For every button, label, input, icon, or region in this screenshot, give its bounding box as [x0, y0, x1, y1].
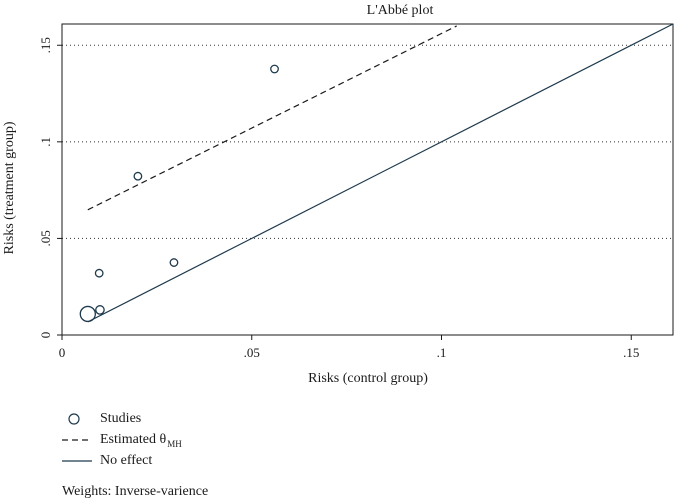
study-point	[169, 258, 179, 267]
legend: Studies Estimated θMH No effect	[62, 408, 182, 471]
legend-label-estimated-text: Estimated θ	[100, 431, 167, 447]
hollow-circle-icon	[68, 412, 80, 425]
y-tick-label: .1	[38, 137, 53, 147]
gridlines	[62, 44, 673, 239]
estimated-effect-line	[87, 25, 457, 211]
study-point	[79, 305, 96, 323]
legend-label-no-effect: No effect	[100, 452, 153, 468]
study-point	[133, 171, 143, 181]
legend-label-studies: Studies	[100, 410, 142, 426]
x-tick-label: .15	[623, 345, 639, 360]
y-tick-label: .05	[38, 230, 53, 246]
axes: 0 .05 .1 .15 0 .05 .1 .15	[38, 23, 674, 360]
y-axis-label: Risks (treatment group)	[2, 121, 17, 254]
legend-item-no-effect: No effect	[62, 450, 182, 471]
weights-note: Weights: Inverse-varience	[62, 484, 209, 499]
study-point	[95, 305, 105, 315]
y-tick-label: 0	[38, 332, 53, 339]
solid-line-icon	[62, 459, 92, 462]
legend-item-studies: Studies	[62, 408, 182, 429]
x-tick-label: 0	[59, 345, 66, 360]
x-tick-label: .05	[244, 345, 260, 360]
legend-label-estimated: Estimated θMH	[100, 431, 182, 449]
y-tick-label: .15	[38, 37, 53, 53]
lines	[87, 23, 674, 323]
plot-frame	[61, 23, 674, 336]
study-points	[79, 64, 279, 323]
dashed-line-icon	[62, 438, 92, 441]
chart-title: L'Abbé plot	[367, 3, 434, 18]
study-point	[270, 64, 279, 74]
x-tick-label: .1	[437, 345, 447, 360]
legend-item-estimated: Estimated θMH	[62, 429, 182, 450]
x-axis-label: Risks (control group)	[308, 371, 428, 386]
legend-label-subscript: MH	[167, 438, 182, 449]
no-effect-line	[87, 23, 674, 323]
study-point	[94, 268, 104, 278]
